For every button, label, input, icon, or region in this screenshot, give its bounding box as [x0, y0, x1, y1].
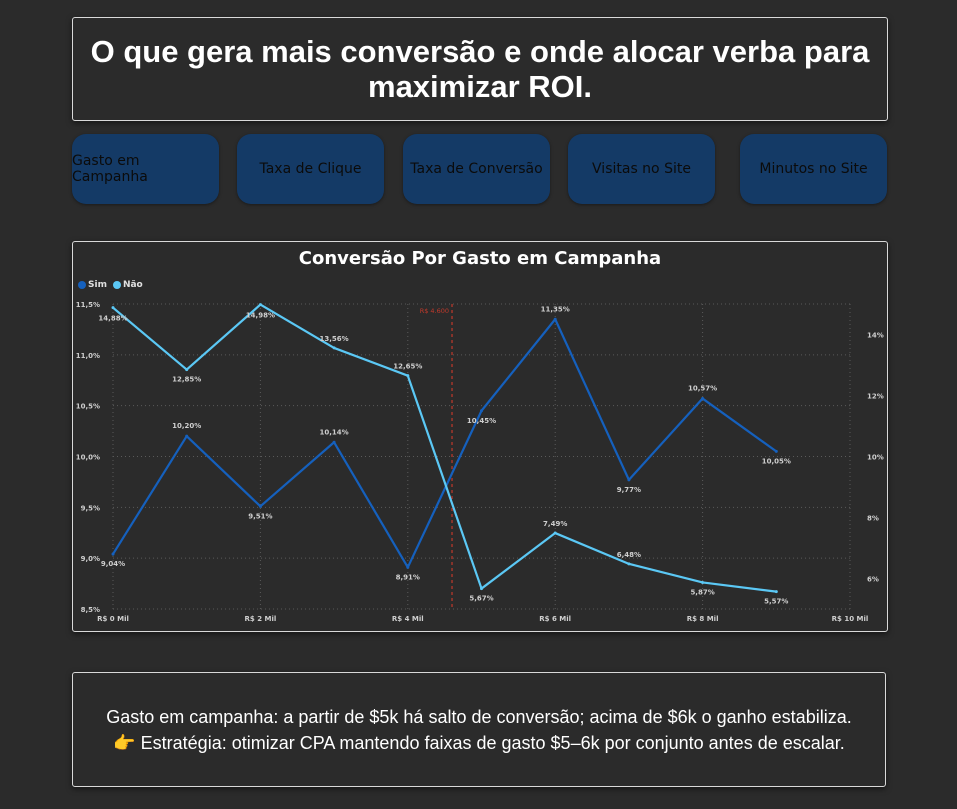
data-point	[701, 580, 705, 584]
line-chart: 8,5% 9,0% 9,5% 10,0% 10,5% 11,0% 11,5% 6% 8% 10% 1…	[76, 301, 884, 623]
nav-button-visitas-site[interactable]: Visitas no Site	[568, 134, 715, 204]
chart-title: Conversão Por Gasto em Campanha	[298, 248, 662, 269]
nav-button-taxa-clique[interactable]: Taxa de Clique	[237, 134, 384, 204]
data-label: 14,98%	[246, 312, 275, 320]
data-point	[406, 565, 410, 569]
data-label: 5,57%	[764, 598, 788, 606]
y-right-tick-label: 10%	[867, 454, 884, 462]
page-title: O que gera mais conversão e onde alocar …	[90, 34, 870, 104]
data-point	[701, 397, 705, 401]
x-tick-label: R$ 10 Mil	[832, 615, 869, 623]
y-left-tick-label: 9,5%	[81, 504, 100, 512]
data-point	[553, 531, 557, 535]
data-label: 10,20%	[172, 422, 201, 430]
data-label: 10,57%	[688, 385, 717, 393]
series-line-nao	[112, 303, 777, 593]
data-point	[774, 590, 778, 594]
legend-item-nao[interactable]: Não	[112, 280, 143, 290]
legend-label-nao: Não	[122, 280, 143, 290]
data-label: 11,35%	[541, 305, 570, 313]
title-panel: O que gera mais conversão e onde alocar …	[72, 17, 888, 121]
data-label: 9,51%	[248, 512, 272, 520]
data-point	[185, 434, 189, 438]
x-tick-label: R$ 6 Mil	[539, 615, 571, 623]
reference-line-label: R$ 4.600	[420, 307, 449, 315]
data-label: 9,04%	[101, 560, 125, 568]
insight-panel: Gasto em campanha: a partir de $5k há sa…	[72, 672, 886, 787]
strategy-text: 👉 Estratégia: otimizar CPA mantendo faix…	[113, 732, 845, 753]
y-left-tick-label: 8,5%	[81, 606, 100, 614]
x-tick-label: R$ 2 Mil	[245, 615, 277, 623]
data-label: 13,56%	[320, 335, 349, 343]
nav-button-taxa-conversao[interactable]: Taxa de Conversão	[403, 134, 550, 204]
legend-label-sim: Sim	[88, 280, 107, 290]
data-point	[332, 346, 336, 350]
data-label: 12,65%	[393, 363, 422, 371]
nav-button-minutos-site[interactable]: Minutos no Site	[740, 134, 887, 204]
y-right-tick-label: 12%	[867, 393, 884, 401]
data-label: 5,87%	[690, 588, 714, 596]
data-label: 6,48%	[617, 551, 641, 559]
data-label: 10,14%	[320, 428, 349, 436]
series-line-sim	[112, 318, 777, 569]
data-point	[480, 409, 483, 413]
y-left-tick-label: 10,5%	[76, 403, 100, 411]
legend-item-sim[interactable]: Sim	[78, 280, 107, 290]
nav-button-gasto-campanha[interactable]: Gasto em Campanha	[72, 134, 219, 204]
x-tick-label: R$ 8 Mil	[687, 615, 719, 623]
data-point	[258, 504, 262, 508]
data-point	[480, 587, 483, 591]
x-tick-label: R$ 4 Mil	[392, 615, 424, 623]
data-point	[111, 552, 115, 556]
y-right-tick-label: 8%	[867, 515, 879, 523]
data-label: 8,91%	[396, 573, 420, 581]
chart-panel: Conversão Por Gasto em Campanha Sim Não …	[72, 241, 888, 632]
data-point	[185, 368, 189, 372]
data-point	[553, 317, 557, 321]
data-label: 9,77%	[617, 486, 641, 494]
data-label: 14,88%	[98, 315, 127, 323]
data-point	[627, 562, 631, 566]
data-label: 5,67%	[469, 595, 493, 603]
data-point	[774, 449, 778, 453]
y-left-tick-label: 10,0%	[76, 454, 100, 462]
x-tick-label: R$ 0 Mil	[97, 615, 129, 623]
data-point	[627, 478, 631, 482]
chart-legend: Sim Não	[78, 280, 143, 290]
data-label: 7,49%	[543, 520, 567, 528]
data-label: 12,85%	[172, 376, 201, 384]
data-label: 10,45%	[467, 417, 496, 425]
data-point	[111, 306, 115, 310]
data-point	[332, 440, 336, 444]
data-point	[258, 303, 262, 307]
legend-marker-nao	[112, 281, 121, 289]
y-right-tick-label: 14%	[867, 332, 884, 340]
data-point	[406, 374, 410, 378]
legend-marker-sim	[78, 281, 86, 289]
insight-text: Gasto em campanha: a partir de $5k há sa…	[106, 706, 852, 727]
data-label: 10,05%	[762, 457, 791, 465]
y-left-tick-label: 11,5%	[76, 301, 100, 309]
y-left-tick-label: 9,0%	[81, 555, 100, 563]
y-left-tick-label: 11,0%	[76, 352, 100, 360]
y-right-tick-label: 6%	[867, 576, 879, 584]
